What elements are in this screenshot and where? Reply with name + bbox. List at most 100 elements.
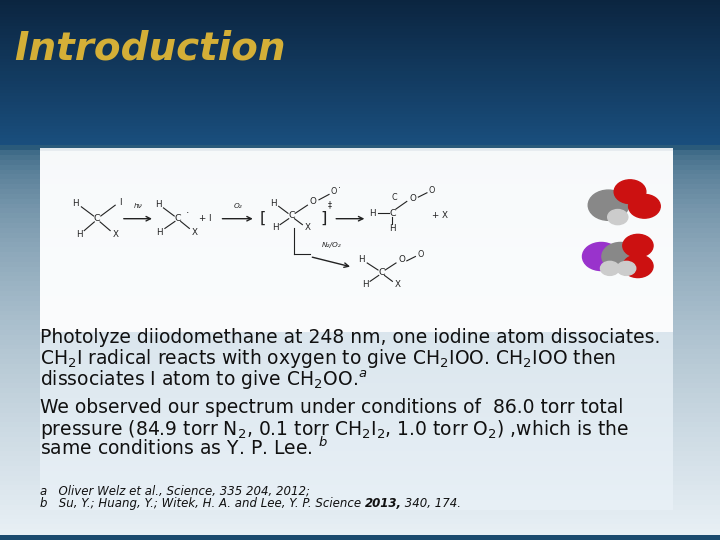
Bar [0,194,720,200]
Circle shape [600,261,619,275]
Bar [0,111,720,115]
Text: O: O [398,255,405,264]
Text: N₂/O₂: N₂/O₂ [321,242,341,248]
Text: C: C [392,193,397,201]
Bar [0,223,720,229]
Bar [0,71,720,76]
Bar [0,242,720,248]
Bar [0,505,720,511]
Text: dissociates I atom to give CH$_2$OO.$^a$: dissociates I atom to give CH$_2$OO.$^a$ [40,369,367,392]
Bar [0,524,720,530]
Bar [0,189,720,195]
Text: [: [ [260,211,266,226]
Bar [0,413,720,418]
Bar [0,35,720,39]
Bar [0,56,720,60]
Bar [0,485,720,491]
Bar [0,179,720,185]
Bar [0,20,720,24]
Bar [0,204,720,210]
Bar [0,150,720,156]
Text: X: X [113,231,119,239]
Bar [0,247,720,253]
Bar [0,90,720,94]
Circle shape [608,210,628,225]
Text: O: O [330,187,336,196]
Bar [0,276,720,282]
Text: X: X [305,224,310,232]
Bar [0,374,720,380]
Text: O: O [429,186,435,195]
Bar [0,310,720,316]
Circle shape [582,242,620,271]
Bar [0,349,720,355]
Bar [0,252,720,258]
Bar [0,320,720,326]
Bar [0,476,720,482]
Bar [0,199,720,205]
Text: H: H [270,199,277,207]
Bar [0,330,720,336]
Bar [0,32,720,36]
Text: pressure (84.9 torr N$_2$, 0.1 torr CH$_2$I$_2$, 1.0 torr O$_2$) ,which is the: pressure (84.9 torr N$_2$, 0.1 torr CH$_… [40,418,629,441]
Bar [0,26,720,30]
Bar [0,48,720,51]
Bar [0,0,720,3]
Bar [0,14,720,18]
Bar [0,65,720,70]
Text: H: H [72,199,79,208]
Text: b   Su, Y.; Huang, Y.; Witek, H. A. and Lee, Y. P. Science: b Su, Y.; Huang, Y.; Witek, H. A. and Le… [40,496,364,510]
Bar [0,86,720,91]
Bar [0,529,720,535]
Bar [0,11,720,15]
Text: X: X [395,280,400,289]
Text: We observed our spectrum under conditions of  86.0 torr total: We observed our spectrum under condition… [40,398,623,417]
Text: 2013,: 2013, [364,496,402,510]
Bar [0,345,720,350]
Text: hν: hν [133,203,143,209]
Bar [0,296,720,302]
Bar [0,147,720,151]
Bar [0,218,720,224]
Text: Photolyze diiodomethane at 248 nm, one iodine atom dissociates.: Photolyze diiodomethane at 248 nm, one i… [40,328,660,347]
Bar [0,408,720,414]
Bar [0,495,720,501]
Text: O₂: O₂ [233,203,242,209]
Circle shape [623,255,653,278]
Circle shape [617,261,636,275]
Bar [0,262,720,268]
Bar [0,17,720,21]
Bar [0,80,720,85]
Text: ‡: ‡ [328,201,332,210]
Bar [0,379,720,384]
Bar [0,126,720,130]
Bar [0,340,720,346]
Bar [0,120,720,124]
Bar [0,41,720,45]
Bar [0,510,720,516]
Bar [0,437,720,443]
Bar [0,388,720,394]
Bar [0,466,720,472]
Text: 340, 174.: 340, 174. [402,496,462,510]
Text: C: C [174,214,181,223]
Text: H: H [389,224,396,233]
Text: C: C [378,268,385,277]
Bar [0,145,720,151]
Bar [0,291,720,297]
Text: O: O [418,250,423,259]
Bar [0,471,720,477]
Bar [0,427,720,433]
Bar [0,2,720,6]
Bar [0,301,720,307]
Bar [0,84,720,87]
Circle shape [588,190,629,220]
Bar [0,63,720,66]
Text: I: I [119,198,122,207]
Bar [0,403,720,409]
Text: H: H [156,228,163,237]
Text: C: C [94,214,101,223]
Text: H: H [362,280,369,289]
Bar [0,228,720,234]
Bar [0,155,720,161]
